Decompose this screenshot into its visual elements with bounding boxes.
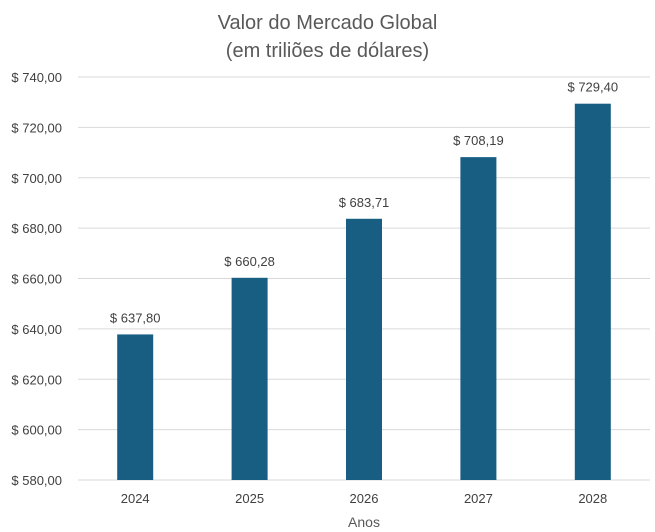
chart-title: Valor do Mercado Global [217,12,438,34]
data-labels: $ 637,80 $ 660,28 $ 683,71 $ 708,19 $ 729,40 [110,80,618,326]
bars [117,103,611,480]
y-tick-label: $ 640,00 [11,322,62,337]
bar-2025 [231,277,268,480]
bar-2024 [117,334,154,480]
y-tick-label: $ 720,00 [11,120,62,135]
y-tick-label: $ 740,00 [11,70,62,85]
x-tick-label: 2026 [350,491,379,506]
y-tick-label: $ 680,00 [11,221,62,236]
data-label: $ 660,28 [224,254,275,269]
y-tick-label: $ 600,00 [11,423,62,438]
bar-2028 [574,103,611,480]
bar-2027 [460,157,497,480]
bar-2026 [346,218,382,480]
data-label: $ 708,19 [453,133,504,148]
data-label: $ 637,80 [110,310,161,325]
y-tick-label: $ 620,00 [11,372,62,387]
chart-subtitle: (em triliões de dólares) [225,40,430,62]
x-tick-label: 2027 [464,491,493,506]
y-axis-tick-labels: $ 580,00 $ 600,00 $ 620,00 $ 640,00 $ 660,00… [11,70,62,488]
x-tick-label: 2025 [235,491,264,506]
x-tick-label: 2028 [578,491,607,506]
y-tick-label: $ 580,00 [11,473,62,488]
x-axis-tick-labels: 2024 2025 2026 2027 2028 [121,491,608,506]
x-axis-title: Anos [348,514,380,530]
y-tick-label: $ 700,00 [11,171,62,186]
gridlines [78,76,650,481]
y-tick-label: $ 660,00 [11,272,62,287]
data-label: $ 729,40 [567,80,618,95]
data-label: $ 683,71 [339,195,390,210]
x-tick-label: 2024 [121,491,150,506]
